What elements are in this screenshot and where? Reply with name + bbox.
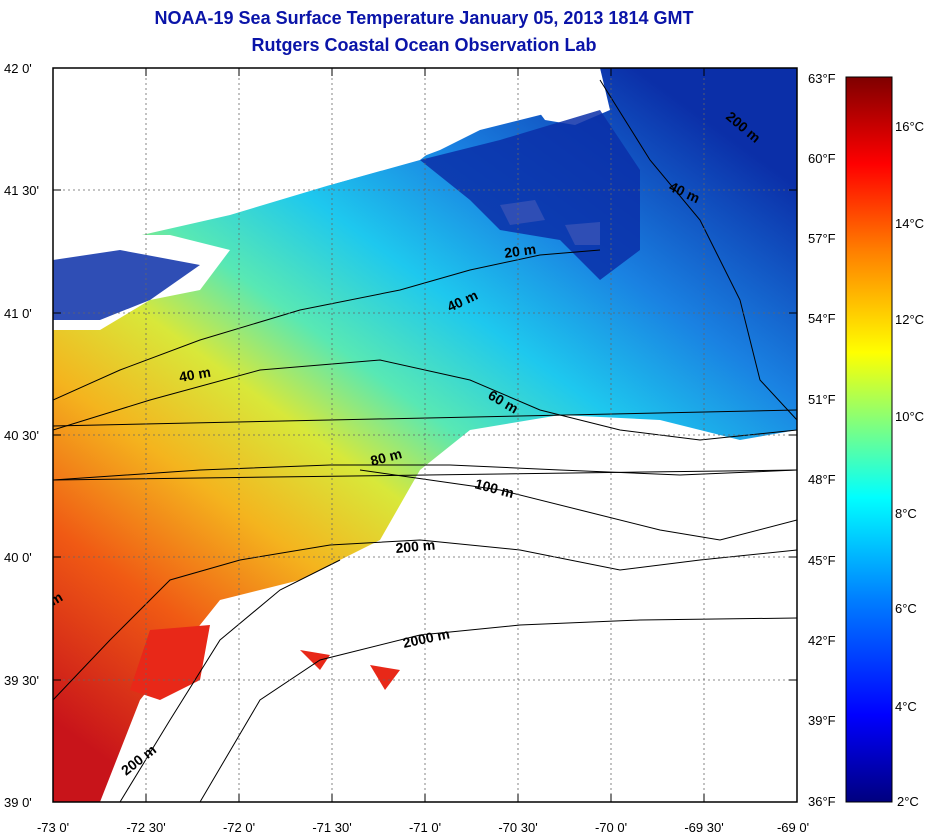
warm-patches <box>130 625 400 700</box>
fahrenheit-label: 57°F <box>808 231 836 246</box>
lat-label: 40 30' <box>4 428 39 443</box>
lat-label: 42 0' <box>4 61 32 76</box>
lon-label: -72 30' <box>126 820 165 835</box>
lon-label: -71 0' <box>409 820 441 835</box>
lat-label: 39 30' <box>4 673 39 688</box>
axis-ticks <box>53 68 797 802</box>
fahrenheit-label: 60°F <box>808 151 836 166</box>
lon-label: -73 0' <box>37 820 69 835</box>
lon-label: -71 30' <box>312 820 351 835</box>
lat-label: 40 0' <box>4 550 32 565</box>
bathymetry-contours <box>53 79 797 802</box>
lon-label: -70 30' <box>498 820 537 835</box>
fahrenheit-label: 48°F <box>808 472 836 487</box>
fahrenheit-label: 54°F <box>808 311 836 326</box>
celsius-label: 4°C <box>895 699 917 714</box>
celsius-label: 16°C <box>895 119 924 134</box>
fahrenheit-label: 42°F <box>808 633 836 648</box>
celsius-label: 10°C <box>895 409 924 424</box>
lat-label: 41 30' <box>4 183 39 198</box>
cold-water <box>53 110 640 320</box>
celsius-label: 2°C <box>897 794 919 809</box>
contour-label: 200 m <box>395 537 436 556</box>
fahrenheit-label: 51°F <box>808 392 836 407</box>
fahrenheit-label: 39°F <box>808 713 836 728</box>
graticule <box>53 68 797 802</box>
contour-label: 80 m <box>369 445 404 469</box>
contour-label: 20 m <box>503 241 537 261</box>
cape-cod <box>510 68 610 125</box>
contour-label: 40 m <box>178 364 212 385</box>
fahrenheit-label: 36°F <box>808 794 836 809</box>
map-title: NOAA-19 Sea Surface Temperature January … <box>154 8 694 28</box>
map-panel: 200 m 40 m 20 m 40 m 40 m 60 m 80 m 100 … <box>53 68 797 802</box>
lon-label: -69 30' <box>684 820 723 835</box>
connecticut-coast <box>300 68 600 190</box>
lat-label: 39 0' <box>4 795 32 810</box>
fahrenheit-label: 63°F <box>808 71 836 86</box>
colorbar <box>845 76 893 803</box>
lon-label: -69 0' <box>777 820 809 835</box>
celsius-label: 8°C <box>895 506 917 521</box>
map-subtitle: Rutgers Coastal Ocean Observation Lab <box>251 35 597 55</box>
lon-label: -70 0' <box>595 820 627 835</box>
celsius-label: 6°C <box>895 601 917 616</box>
celsius-label: 14°C <box>895 216 924 231</box>
lon-label: -72 0' <box>223 820 255 835</box>
fahrenheit-label: 45°F <box>808 553 836 568</box>
celsius-label: 12°C <box>895 312 924 327</box>
lat-label: 41 0' <box>4 306 32 321</box>
